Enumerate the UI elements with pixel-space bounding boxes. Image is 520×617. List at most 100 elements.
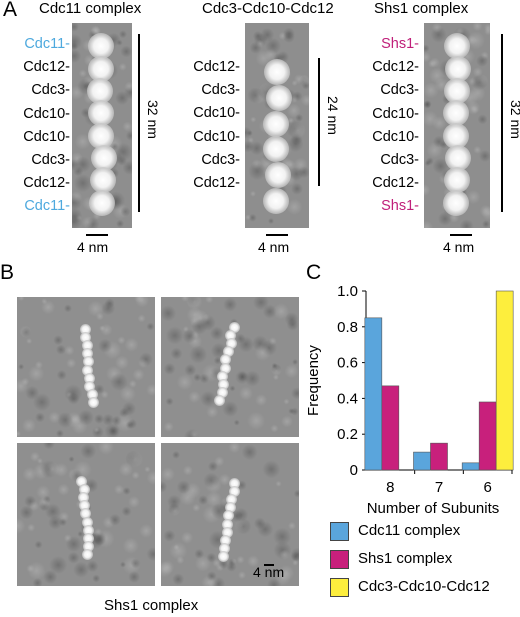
subunit-label: Cdc12- [193, 59, 240, 75]
bar-shs1-complex-7 [430, 442, 448, 471]
cdc3-length-label: 24 nm [325, 96, 341, 135]
filament-subunit [80, 323, 92, 335]
subunit-label: Cdc12- [23, 175, 70, 192]
filament-subunit [220, 354, 232, 366]
subunit-density [444, 55, 471, 82]
cdc3-cdc10-cdc12-title: Cdc3-Cdc10-Cdc12 [202, 0, 334, 17]
subunit-label: Cdc12- [23, 59, 70, 76]
cdc3-scale-bar [266, 234, 288, 236]
subunit-label: Cdc10- [23, 128, 70, 145]
x-tick-label: 7 [435, 479, 443, 496]
cdc11-scale-bar [86, 234, 108, 236]
legend-label-shs1: Shs1 complex [358, 550, 453, 567]
subunit-density [443, 167, 470, 194]
cdc3-length-scale-bar [318, 58, 320, 186]
y-tick-label: 0 [350, 462, 358, 479]
subunit-label: Cdc3- [201, 151, 240, 168]
filament-subunit [218, 543, 230, 555]
panel-b-scale-label: 4 nm [253, 564, 285, 580]
bar-shs1-complex-8 [381, 385, 400, 471]
subunit-density [265, 162, 292, 189]
subunit-label: Cdc3- [31, 152, 70, 169]
filament-subunit [79, 483, 91, 495]
cdc11-scale-label: 4 nm [77, 239, 109, 255]
filament-subunit [216, 387, 228, 399]
subunit-density [443, 100, 470, 127]
filament-subunit [82, 549, 94, 561]
subunit-label: Cdc11- [24, 198, 70, 215]
subunit-label: Cdc10- [193, 128, 240, 145]
y-tick-label: 0.6 [337, 355, 358, 372]
subunit-density [88, 122, 115, 149]
y-tick-label: 0.2 [337, 426, 358, 443]
shs1-complex-title: Shs1 complex [374, 0, 469, 17]
subunit-density [88, 100, 115, 127]
filament-subunit [81, 339, 93, 351]
em-micrograph-3 [17, 443, 155, 586]
filament-subunit [214, 395, 226, 407]
subunit-label: Cdc3- [31, 82, 70, 99]
filament-subunit [82, 532, 94, 544]
filament-subunit [76, 475, 88, 487]
y-axis-label: Frequency [305, 345, 322, 416]
bar-cdc11-complex-7 [413, 451, 431, 471]
subunit-density [263, 136, 290, 163]
bar-cdc3-cdc10-cdc12-6 [495, 290, 514, 471]
panel-b-caption: Shs1 complex [104, 597, 199, 614]
y-tick-label: 0.4 [337, 390, 358, 407]
legend-swatch-cdc11 [330, 522, 349, 541]
filament-subunit [83, 356, 95, 368]
filament-subunit [228, 477, 240, 489]
subunit-density [442, 122, 469, 149]
cdc3-cdc10-cdc12-em-image [245, 23, 309, 228]
panel-b-letter: B [0, 261, 15, 284]
subunit-label: Cdc11- [24, 36, 70, 52]
filament-subunit [220, 534, 232, 546]
subunit-density [87, 77, 113, 104]
filament-subunit [83, 380, 95, 392]
filament-subunit [218, 378, 230, 390]
subunit-density [263, 58, 290, 85]
x-tick-label: 8 [386, 479, 394, 496]
subunit-label: Cdc10- [193, 105, 240, 122]
filament-subunit [222, 526, 234, 538]
subunit-density [89, 189, 116, 216]
subunit-label: Cdc3- [201, 82, 240, 99]
em-micrograph-2 [161, 297, 299, 437]
filament-subunit [217, 370, 229, 382]
em-micrograph-1 [17, 297, 155, 437]
shs1-length-scale-bar [501, 34, 503, 212]
filament-subunit [218, 551, 230, 563]
panel-c-letter: C [306, 261, 322, 284]
subunit-density [265, 84, 292, 111]
filament-subunit [226, 493, 238, 505]
subunit-density [444, 145, 471, 172]
panel-a-letter: A [3, 0, 18, 21]
bar-cdc11-complex-8 [364, 317, 383, 471]
legend-label-cdc11: Cdc11 complex [358, 522, 461, 539]
y-tick-label: 1.0 [337, 283, 358, 300]
subunit-label: Cdc3- [380, 82, 419, 99]
filament-subunit [82, 524, 94, 536]
shs1-complex-em-image [424, 23, 490, 228]
subunit-label: Cdc12- [372, 175, 419, 192]
frequency-bar-chart: 0 0.2 0.4 0.6 0.8 1.0 Frequency 8 7 6 Number of Su… [305, 283, 514, 517]
filament-subunit [87, 397, 99, 409]
filament-subunit [221, 518, 233, 530]
subunit-density [87, 55, 114, 82]
bar-shs1-complex-6 [478, 401, 497, 471]
filament-subunit [225, 329, 236, 341]
filament-subunit [228, 485, 240, 497]
filament-subunit [81, 348, 93, 360]
subunit-density [87, 33, 114, 60]
subunit-density [443, 77, 470, 104]
subunit-density [444, 33, 471, 60]
filament-subunit [225, 502, 237, 514]
filament-subunit [228, 321, 240, 333]
filament-subunit [77, 491, 89, 503]
filament-subunit [219, 362, 231, 374]
filament-subunit [83, 372, 95, 384]
filament-subunit [81, 516, 93, 528]
filament-subunit [87, 389, 99, 401]
filament-subunit [225, 337, 237, 349]
